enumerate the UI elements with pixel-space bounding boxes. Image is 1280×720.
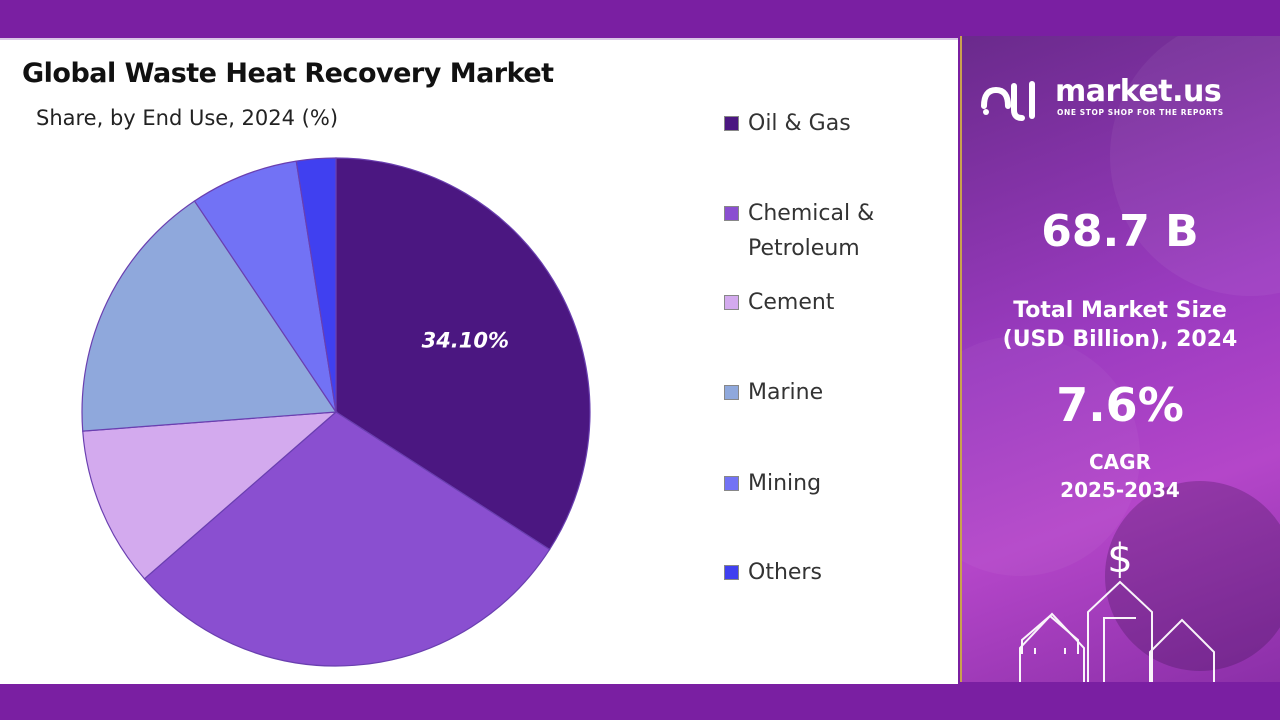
legend-label: Cement — [748, 290, 835, 315]
market-size-value: 68.7 B — [1041, 206, 1199, 257]
pie-slice-others — [295, 157, 337, 413]
legend-swatch — [724, 116, 739, 131]
market-size-label-2: (USD Billion), 2024 — [1002, 327, 1238, 352]
growth-arrows-icon — [1019, 580, 1215, 682]
brand-tagline: ONE STOP SHOP FOR THE REPORTS — [1057, 108, 1224, 117]
legend-swatch — [724, 476, 739, 491]
market-us-logo-icon — [981, 81, 1035, 121]
legend-item-cement: Cement — [724, 285, 908, 320]
cagr-period: 2025-2034 — [1060, 478, 1180, 502]
legend-label: Chemical & Petroleum — [748, 201, 875, 261]
legend-swatch — [724, 385, 739, 400]
legend-swatch — [724, 295, 739, 310]
pie-slice-marine — [81, 200, 338, 432]
legend-label: Marine — [748, 380, 824, 405]
pie-slice-oil-gas — [335, 157, 591, 551]
cagr-label: CAGR — [1089, 450, 1151, 474]
chart-subtitle: Share, by End Use, 2024 (%) — [36, 106, 339, 130]
legend-label: Oil & Gas — [748, 111, 851, 136]
brand-name: market.us — [1055, 74, 1222, 109]
market-size-label-1: Total Market Size — [1013, 298, 1227, 323]
pie-slice-cement — [82, 411, 338, 580]
legend-swatch — [724, 206, 739, 221]
background-decoration — [960, 36, 1280, 682]
legend-label: Mining — [748, 471, 822, 496]
slice-data-label: 34.10% — [422, 328, 509, 352]
legend-item-marine: Marine — [724, 375, 908, 410]
legend-item-others: Others — [724, 555, 908, 590]
cagr-value: 7.6% — [1056, 378, 1184, 432]
pie-chart: 34.10% — [81, 157, 591, 667]
stats-panel: market.us ONE STOP SHOP FOR THE REPORTS … — [960, 36, 1280, 682]
dollar-icon: $ — [1107, 536, 1133, 582]
legend-swatch — [724, 565, 739, 580]
legend-item-mining: Mining — [724, 466, 908, 501]
legend-item-chemical-petroleum: Chemical & Petroleum — [724, 196, 908, 266]
pie-slice-chemical-petroleum — [143, 411, 551, 667]
pie-slice-mining — [193, 160, 337, 413]
panel-frame — [960, 36, 1280, 682]
legend-label: Others — [748, 560, 822, 585]
legend-item-oil-gas: Oil & Gas — [724, 106, 908, 141]
chart-title: Global Waste Heat Recovery Market — [22, 58, 554, 89]
